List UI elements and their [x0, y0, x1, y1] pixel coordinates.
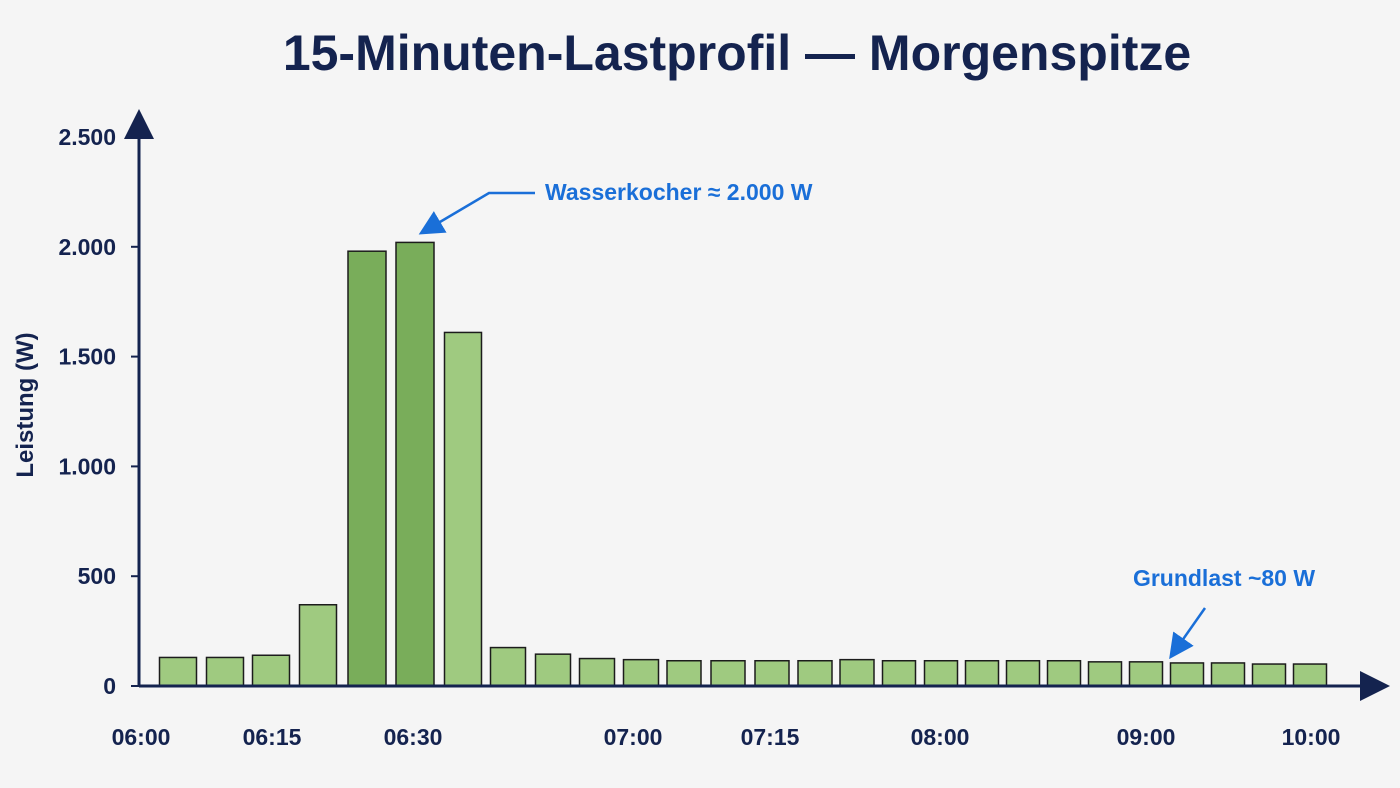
bar: [923, 659, 959, 687]
bar: [443, 331, 483, 687]
x-tick-label: 10:00: [1282, 724, 1341, 750]
y-axis-label: Leistung (W): [12, 332, 39, 477]
bar: [1005, 659, 1041, 687]
bar: [347, 250, 387, 687]
bar: [964, 659, 1000, 687]
bar: [298, 603, 338, 687]
bar: [881, 659, 917, 687]
y-tick-label: 500: [78, 563, 116, 589]
annotation-baseload: Grundlast ~80 W: [1133, 565, 1315, 591]
y-tick-label: 1.500: [58, 344, 116, 370]
bar: [251, 654, 291, 687]
bars: [158, 241, 1328, 687]
y-ticks: 0 500 1.000 1.500 2.000 2.500: [58, 124, 139, 699]
bar: [754, 659, 790, 687]
chart-title: 15-Minuten-Lastprofil — Morgenspitze: [283, 25, 1191, 81]
x-tick-label: 06:15: [243, 724, 302, 750]
annotation-kettle-arrow: [418, 191, 535, 235]
bar: [1046, 659, 1082, 687]
bar: [1251, 663, 1287, 687]
y-tick-label: 2.000: [58, 234, 116, 260]
bar: [395, 241, 435, 687]
y-tick-label: 2.500: [58, 124, 116, 150]
x-ticks: 06:00 06:15 06:30 07:00 07:15 08:00 09:00 10:00: [112, 724, 1341, 750]
bar: [534, 653, 572, 687]
bar: [1087, 661, 1123, 687]
x-tick-label: 06:00: [112, 724, 171, 750]
bar: [1210, 662, 1246, 687]
bar: [710, 659, 746, 687]
bar: [1128, 661, 1164, 687]
bar: [578, 657, 616, 687]
x-tick-label: 06:30: [384, 724, 443, 750]
bar: [797, 659, 833, 687]
bar: [622, 658, 660, 687]
bar: [205, 656, 245, 687]
bar: [489, 646, 527, 687]
y-tick-label: 1.000: [58, 453, 116, 479]
bar: [158, 656, 198, 687]
annotation-baseload-arrow: [1169, 607, 1207, 660]
bar: [1169, 662, 1205, 687]
bar: [839, 658, 875, 687]
x-tick-label: 08:00: [911, 724, 970, 750]
x-tick-label: 09:00: [1117, 724, 1176, 750]
bar: [666, 659, 702, 687]
bar: [1292, 663, 1328, 687]
x-tick-label: 07:00: [604, 724, 663, 750]
y-tick-label: 0: [103, 673, 116, 699]
annotation-kettle: Wasserkocher ≈ 2.000 W: [545, 179, 813, 205]
annotations: Wasserkocher ≈ 2.000 W Grundlast ~80 W: [418, 179, 1315, 660]
x-tick-label: 07:15: [741, 724, 800, 750]
